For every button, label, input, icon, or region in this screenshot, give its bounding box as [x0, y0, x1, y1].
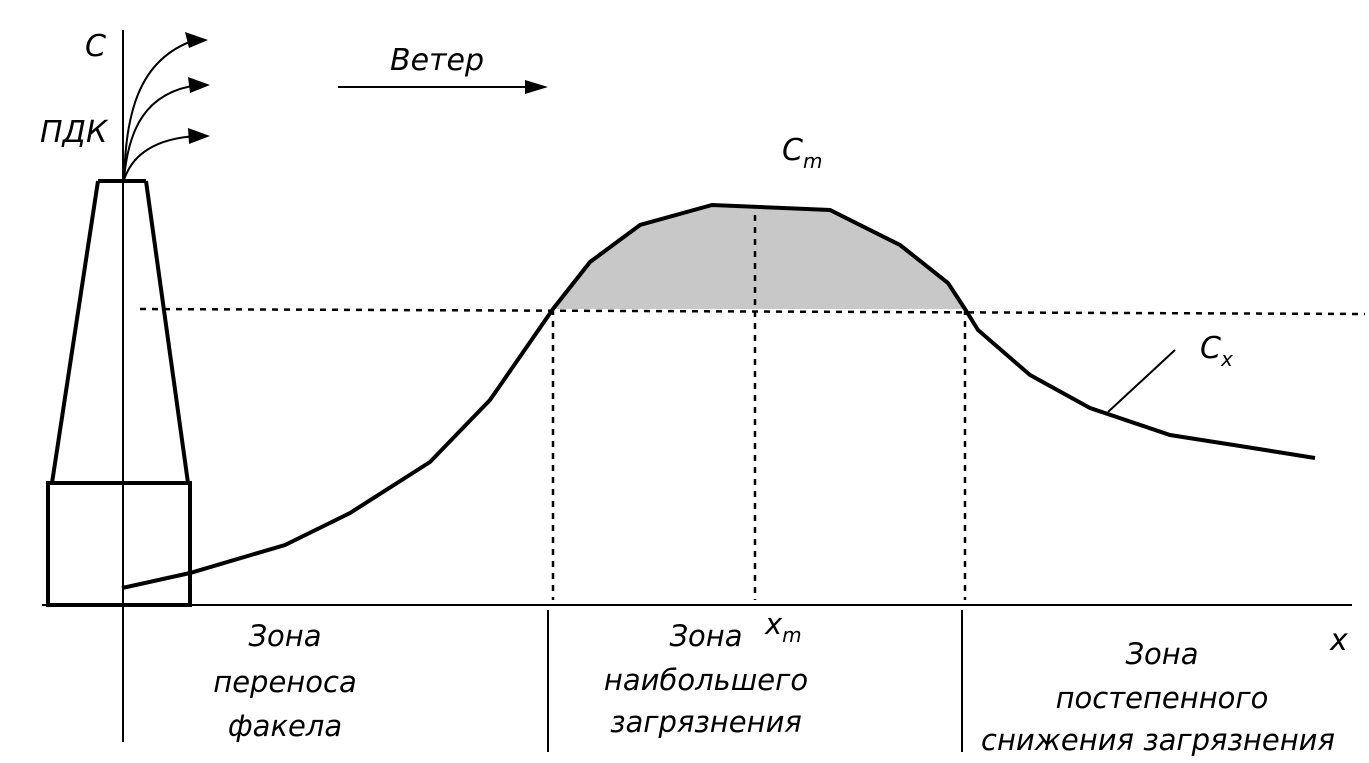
- x-axis-label: x: [1329, 623, 1348, 658]
- zone-max-pollution: Зона xm наибольшего загрязнения: [604, 607, 808, 739]
- pdk-level-line: [139, 307, 1366, 316]
- svg-text:факела: факела: [228, 709, 342, 743]
- svg-text:наибольшего: наибольшего: [604, 663, 808, 697]
- cx-label: Сx: [1200, 331, 1233, 371]
- cx-leader-line: [1107, 349, 1176, 413]
- exceedance-shaded-area: [553, 205, 965, 309]
- wind-arrow: [338, 80, 548, 94]
- svg-text:загрязнения: загрязнения: [610, 705, 802, 739]
- y-axis-label: С: [85, 29, 106, 64]
- wind-label: Ветер: [390, 43, 484, 78]
- svg-text:постепенного: постепенного: [1056, 681, 1269, 715]
- xm-label: xm: [764, 607, 802, 647]
- zone-plume-transfer: Зона переноса факела: [213, 619, 356, 743]
- cm-label: Сm: [782, 133, 822, 173]
- svg-text:снижения загрязнения: снижения загрязнения: [981, 723, 1335, 757]
- svg-text:переноса: переноса: [213, 665, 356, 699]
- zone-gradual-decrease: Зона постепенного снижения загрязнения: [981, 637, 1335, 757]
- svg-text:Зона: Зона: [1125, 637, 1198, 671]
- smokestack: [46, 179, 192, 607]
- svg-text:Зона: Зона: [248, 619, 321, 653]
- svg-text:Зона: Зона: [669, 619, 742, 653]
- concentration-curve: [121, 202, 1316, 590]
- smoke-plume-arrows: [123, 32, 210, 181]
- pdk-label: ПДК: [40, 115, 109, 150]
